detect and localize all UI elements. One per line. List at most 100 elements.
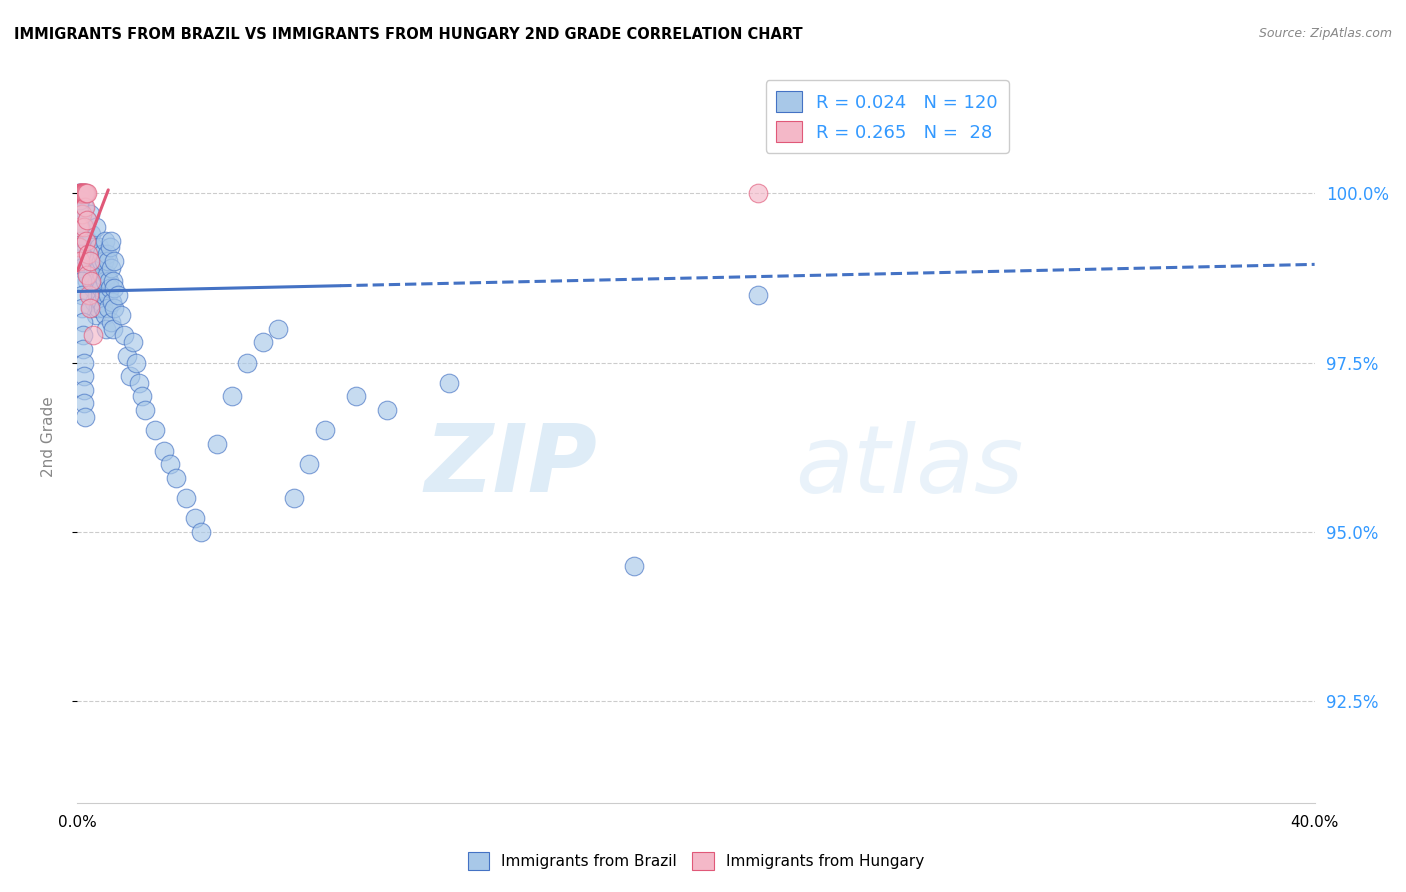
Point: [314, 423, 336, 437]
Point: [76, 186, 98, 201]
Point: [97, 288, 120, 302]
Point: [80, 274, 103, 288]
Point: [70, 186, 93, 201]
Point: [623, 558, 645, 573]
Point: [69, 206, 91, 220]
Point: [747, 288, 769, 302]
Point: [283, 491, 305, 505]
Point: [73, 383, 96, 397]
Point: [73, 369, 96, 384]
Point: [70, 206, 93, 220]
Point: [72, 342, 94, 356]
Point: [747, 186, 769, 201]
Point: [82, 281, 104, 295]
Point: [90, 281, 112, 295]
Point: [73, 186, 96, 201]
Point: [190, 524, 212, 539]
Text: atlas: atlas: [794, 421, 1024, 512]
Point: [122, 335, 145, 350]
Point: [72, 186, 94, 201]
Y-axis label: 2nd Grade: 2nd Grade: [42, 397, 56, 477]
Point: [79, 254, 101, 268]
Point: [67, 213, 90, 227]
Point: [76, 254, 98, 268]
Point: [437, 376, 460, 390]
Point: [79, 254, 101, 268]
Point: [69, 186, 91, 201]
Point: [221, 389, 243, 403]
Point: [72, 186, 94, 201]
Point: [89, 274, 111, 288]
Point: [76, 268, 98, 282]
Text: ZIP: ZIP: [425, 420, 598, 512]
Point: [165, 471, 187, 485]
Point: [143, 423, 166, 437]
Point: [79, 206, 101, 220]
Point: [94, 274, 117, 288]
Point: [98, 281, 121, 295]
Point: [96, 247, 118, 261]
Point: [91, 268, 114, 282]
Point: [72, 227, 94, 241]
Point: [67, 200, 90, 214]
Point: [91, 247, 114, 261]
Point: [112, 328, 135, 343]
Point: [70, 260, 93, 275]
Point: [375, 403, 398, 417]
Point: [70, 186, 93, 201]
Point: [86, 288, 108, 302]
Point: [87, 301, 110, 316]
Point: [103, 254, 125, 268]
Point: [75, 186, 97, 201]
Point: [75, 200, 96, 214]
Point: [82, 328, 104, 343]
Point: [69, 234, 91, 248]
Point: [75, 186, 96, 201]
Point: [77, 247, 100, 261]
Point: [72, 247, 94, 261]
Point: [90, 294, 112, 309]
Point: [79, 288, 101, 302]
Point: [75, 240, 97, 254]
Point: [82, 254, 104, 268]
Point: [84, 260, 107, 275]
Point: [97, 254, 120, 268]
Point: [69, 193, 91, 207]
Point: [107, 288, 129, 302]
Point: [184, 511, 207, 525]
Point: [69, 186, 91, 201]
Point: [83, 294, 105, 309]
Point: [153, 443, 176, 458]
Point: [86, 254, 108, 268]
Point: [174, 491, 197, 505]
Point: [84, 220, 107, 235]
Point: [75, 220, 96, 235]
Point: [110, 308, 132, 322]
Point: [98, 240, 121, 254]
Point: [77, 288, 100, 302]
Point: [94, 234, 117, 248]
Point: [82, 268, 104, 282]
Point: [70, 247, 93, 261]
Point: [76, 213, 98, 227]
Point: [72, 328, 94, 343]
Point: [252, 335, 274, 350]
Point: [73, 200, 96, 214]
Point: [70, 234, 93, 248]
Point: [79, 301, 101, 316]
Point: [103, 281, 125, 295]
Point: [84, 308, 107, 322]
Point: [267, 322, 290, 336]
Point: [101, 294, 124, 309]
Point: [77, 268, 100, 282]
Point: [75, 186, 96, 201]
Point: [94, 322, 117, 336]
Point: [91, 301, 114, 316]
Point: [236, 355, 259, 369]
Point: [93, 308, 115, 322]
Point: [128, 376, 150, 390]
Point: [82, 240, 104, 254]
Point: [100, 234, 122, 248]
Legend: Immigrants from Brazil, Immigrants from Hungary: Immigrants from Brazil, Immigrants from …: [461, 846, 931, 876]
Point: [72, 355, 94, 369]
